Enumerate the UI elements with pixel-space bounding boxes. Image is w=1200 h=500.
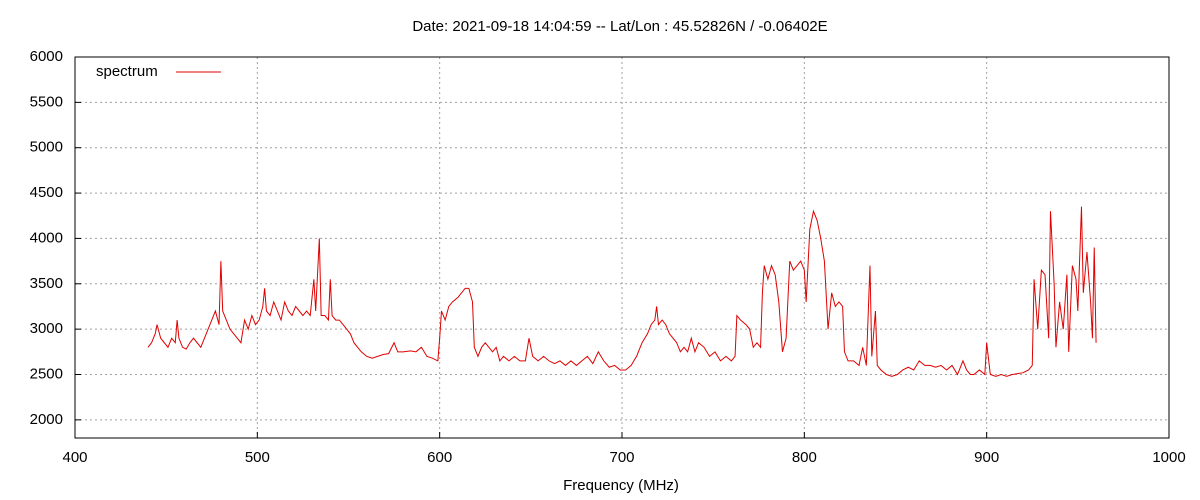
y-tick-label: 5000	[30, 139, 63, 156]
y-tick-label: 4000	[30, 229, 63, 246]
y-tick-label: 3500	[30, 275, 63, 292]
x-tick-label: 1000	[1152, 449, 1185, 466]
y-tick-label: 2500	[30, 365, 63, 382]
y-tick-label: 4500	[30, 184, 63, 201]
x-tick-label: 800	[792, 449, 817, 466]
line	[147, 206, 1097, 377]
x-tick-label: 500	[245, 449, 270, 466]
y-tick-label: 3000	[30, 320, 63, 337]
y-tick-label: 2000	[30, 411, 63, 428]
x-axis-label: Frequency (MHz)	[563, 477, 679, 494]
legend-label: spectrum	[96, 63, 158, 80]
y-tick-label: 5500	[30, 93, 63, 110]
x-tick-label: 400	[62, 449, 87, 466]
x-tick-label: 700	[609, 449, 634, 466]
x-tick-label: 600	[427, 449, 452, 466]
plot-frame	[74, 56, 1170, 439]
y-tick-label: 6000	[30, 48, 63, 65]
chart-title: Date: 2021-09-18 14:04:59 -- Lat/Lon : 4…	[412, 18, 827, 35]
x-tick-label: 900	[974, 449, 999, 466]
